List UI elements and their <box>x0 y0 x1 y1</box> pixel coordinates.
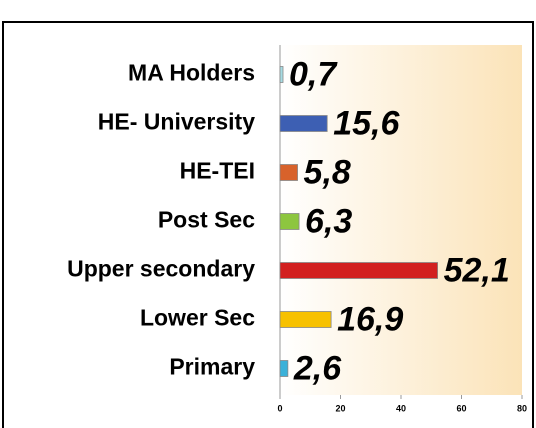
x-tick-label: 40 <box>396 403 406 413</box>
category-label: Upper secondary <box>67 256 255 282</box>
data-label: 52,1 <box>444 251 510 289</box>
bar <box>279 213 300 230</box>
data-label: 0,7 <box>289 55 338 93</box>
bar <box>279 262 439 279</box>
data-label: 2,6 <box>293 349 342 387</box>
category-label: Post Sec <box>158 207 255 233</box>
category-label: Primary <box>169 354 255 380</box>
x-tick-label: 20 <box>335 403 345 413</box>
bar <box>279 311 332 328</box>
data-label: 6,3 <box>305 202 352 240</box>
x-tick-label: 80 <box>517 403 527 413</box>
category-label: HE- University <box>98 109 255 135</box>
x-tick-label: 0 <box>277 403 282 413</box>
category-label: Lower Sec <box>140 305 255 331</box>
data-label: 5,8 <box>304 153 351 191</box>
category-label: HE-TEI <box>180 158 255 184</box>
x-tick-label: 60 <box>456 403 466 413</box>
category-label: MA Holders <box>128 60 255 86</box>
bar <box>279 360 289 377</box>
data-label: 16,9 <box>337 300 403 338</box>
plot-area <box>280 45 522 395</box>
bar <box>279 115 328 132</box>
data-label: 15,6 <box>333 104 400 142</box>
bar <box>279 164 298 181</box>
bar <box>279 66 284 83</box>
